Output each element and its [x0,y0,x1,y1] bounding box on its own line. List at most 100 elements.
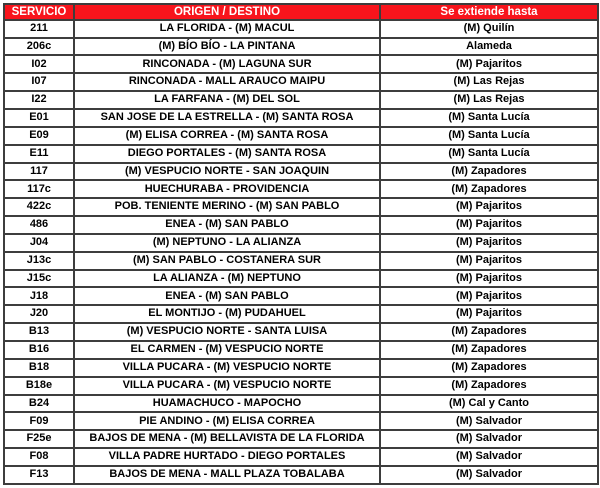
extends-cell: (M) Santa Lucía [379,108,599,128]
route-cell: ENEA - (M) SAN PABLO [73,215,381,235]
service-cell: B18 [3,357,75,378]
table-row: B18 VILLA PUCARA - (M) VESPUCIO NORTE (M) … [3,357,599,378]
route-cell: HUAMACHUCO - MAPOCHO [73,393,381,414]
service-cell: F13 [3,464,75,486]
route-cell: POB. TENIENTE MERINO - (M) SAN PABLO [73,197,381,218]
table-row: 211 LA FLORIDA - (M) MACUL (M) Quilín [3,18,599,39]
extends-cell: (M) Pajaritos [379,215,599,235]
column-header-servicio: SERVICIO [3,3,75,21]
route-cell: (M) NEPTUNO - LA ALIANZA [73,232,381,253]
table-body: 211 LA FLORIDA - (M) MACUL (M) Quilín 206c(… [3,18,599,486]
table-row: B16 EL CARMEN - (M) VESPUCIO NORTE (M) Zap… [3,339,599,360]
services-table: SERVICIO ORIGEN / DESTINO Se extiende ha… [3,3,599,486]
route-cell: LA ALIANZA - (M) NEPTUNO [73,268,381,289]
route-cell: SAN JOSE DE LA ESTRELLA - (M) SANTA ROSA [73,108,381,128]
route-cell: VILLA PADRE HURTADO - DIEGO PORTALES [73,447,381,467]
extends-cell: (M) Santa Lucía [379,143,599,164]
extends-cell: (M) Pajaritos [379,250,599,271]
table-row: 206c (M) BÍO BÍO - LA PINTANA Alameda [3,36,599,57]
extends-cell: (M) Zapadores [379,179,599,200]
service-cell: 117c [3,179,75,200]
service-cell: 486 [3,215,75,235]
table-row: 486 ENEA - (M) SAN PABLO (M) Pajaritos [3,215,599,235]
extends-cell: (M) Zapadores [379,339,599,360]
route-cell: HUECHURABA - PROVIDENCIA [73,179,381,200]
service-cell: J20 [3,304,75,325]
extends-cell: (M) Zapadores [379,375,599,396]
extends-cell: (M) Pajaritos [379,232,599,253]
table-row: B13 (M) VESPUCIO NORTE - SANTA LUISA (M) Z… [3,322,599,342]
extends-cell: (M) Quilín [379,18,599,39]
route-cell: EL MONTIJO - (M) PUDAHUEL [73,304,381,325]
table-row: F09 PIE ANDINO - (M) ELISA CORREA (M) Salv… [3,411,599,432]
table-row: J20 EL MONTIJO - (M) PUDAHUEL (M) Pajarito… [3,304,599,325]
extends-cell: (M) Pajaritos [379,286,599,307]
extends-cell: (M) Zapadores [379,161,599,182]
route-cell: VILLA PUCARA - (M) VESPUCIO NORTE [73,375,381,396]
service-cell: E09 [3,125,75,146]
service-cell: J15c [3,268,75,289]
table-row: F08 VILLA PADRE HURTADO - DIEGO PORTALES(… [3,447,599,467]
service-cell: I22 [3,90,75,111]
extends-cell: (M) Pajaritos [379,304,599,325]
table-row: I22 LA FARFANA - (M) DEL SOL (M) Las Rejas [3,90,599,111]
service-cell: 422c [3,197,75,218]
extends-cell: Alameda [379,36,599,57]
table-row: I02 RINCONADA - (M) LAGUNA SUR (M) Pajarit… [3,54,599,75]
route-cell: (M) SAN PABLO - COSTANERA SUR [73,250,381,271]
extends-cell: (M) Pajaritos [379,268,599,289]
service-cell: J18 [3,286,75,307]
service-cell: 211 [3,18,75,39]
route-cell: (M) BÍO BÍO - LA PINTANA [73,36,381,57]
service-cell: I07 [3,72,75,93]
route-cell: RINCONADA - MALL ARAUCO MAIPU [73,72,381,93]
table-row: 422c POB. TENIENTE MERINO - (M) SAN PABLO… [3,197,599,218]
service-cell: F08 [3,447,75,467]
service-cell: F09 [3,411,75,432]
table-row: I07 RINCONADA - MALL ARAUCO MAIPU (M) Las … [3,72,599,93]
table-row: B18e VILLA PUCARA - (M) VESPUCIO NORTE (M)… [3,375,599,396]
table-row: E09 (M) ELISA CORREA - (M) SANTA ROSA (M) … [3,125,599,146]
table-row: 117 (M) VESPUCIO NORTE - SAN JOAQUIN (M) Z… [3,161,599,182]
route-cell: VILLA PUCARA - (M) VESPUCIO NORTE [73,357,381,378]
service-cell: F25e [3,429,75,450]
route-cell: LA FLORIDA - (M) MACUL [73,18,381,39]
service-cell: J04 [3,232,75,253]
extends-cell: (M) Pajaritos [379,54,599,75]
extends-cell: (M) Salvador [379,429,599,450]
table-row: B24 HUAMACHUCO - MAPOCHO (M) Cal y Canto [3,393,599,414]
service-cell: J13c [3,250,75,271]
column-header-origen-destino: ORIGEN / DESTINO [73,3,381,21]
service-cell: E01 [3,108,75,128]
table-row: F25e BAJOS DE MENA - (M) BELLAVISTA DE LA… [3,429,599,450]
route-cell: (M) VESPUCIO NORTE - SANTA LUISA [73,322,381,342]
table-row: E01 SAN JOSE DE LA ESTRELLA - (M) SANTA R… [3,108,599,128]
service-cell: E11 [3,143,75,164]
route-cell: (M) ELISA CORREA - (M) SANTA ROSA [73,125,381,146]
extends-cell: (M) Las Rejas [379,90,599,111]
route-cell: RINCONADA - (M) LAGUNA SUR [73,54,381,75]
table-row: J18 ENEA - (M) SAN PABLO (M) Pajaritos [3,286,599,307]
table-row: J15c LA ALIANZA - (M) NEPTUNO (M) Pajarito… [3,268,599,289]
table-row: F13 BAJOS DE MENA - MALL PLAZA TOBALABA (M… [3,464,599,486]
route-cell: BAJOS DE MENA - MALL PLAZA TOBALABA [73,464,381,486]
route-cell: EL CARMEN - (M) VESPUCIO NORTE [73,339,381,360]
service-cell: 117 [3,161,75,182]
extends-cell: (M) Cal y Canto [379,393,599,414]
service-cell: I02 [3,54,75,75]
table-row: E11 DIEGO PORTALES - (M) SANTA ROSA (M) Sa… [3,143,599,164]
extends-cell: (M) Zapadores [379,357,599,378]
route-cell: LA FARFANA - (M) DEL SOL [73,90,381,111]
table-row: J04 (M) NEPTUNO - LA ALIANZA (M) Pajaritos [3,232,599,253]
extends-cell: (M) Salvador [379,411,599,432]
service-cell: B13 [3,322,75,342]
extends-cell: (M) Zapadores [379,322,599,342]
column-header-se-extiende-hasta: Se extiende hasta [379,3,599,21]
table-row: 117c HUECHURABA - PROVIDENCIA (M) Zapadore… [3,179,599,200]
extends-cell: (M) Salvador [379,447,599,467]
extends-cell: (M) Santa Lucía [379,125,599,146]
route-cell: BAJOS DE MENA - (M) BELLAVISTA DE LA FLO… [73,429,381,450]
header-row: SERVICIO ORIGEN / DESTINO Se extiende ha… [3,3,599,21]
route-cell: DIEGO PORTALES - (M) SANTA ROSA [73,143,381,164]
